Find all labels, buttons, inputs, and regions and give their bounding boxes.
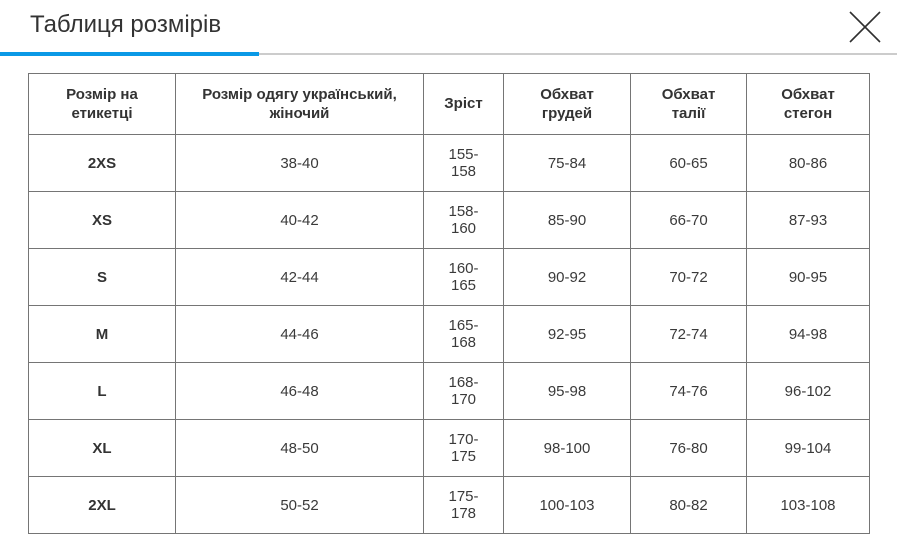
cell-waist: 76-80: [630, 419, 747, 477]
cell-waist: 74-76: [630, 362, 747, 420]
cell-height: 175- 178: [423, 476, 504, 534]
cell-chest: 95-98: [503, 362, 631, 420]
dialog-header: Таблиця розмірів: [0, 0, 897, 52]
cell-chest: 85-90: [503, 191, 631, 249]
table-row: XS 40-42 158- 160 85-90 66-70 87-93: [28, 191, 870, 249]
size-table-body: 2XS 38-40 155- 158 75-84 60-65 80-86 XS …: [28, 134, 870, 534]
table-row: 2XS 38-40 155- 158 75-84 60-65 80-86: [28, 134, 870, 192]
cell-ua-size: 50-52: [175, 476, 424, 534]
cell-ua-size: 46-48: [175, 362, 424, 420]
table-row: L 46-48 168- 170 95-98 74-76 96-102: [28, 362, 870, 420]
cell-chest: 75-84: [503, 134, 631, 192]
size-table-header: Розмір на етикетці Розмір одягу українсь…: [28, 73, 870, 135]
column-header-hips: Обхват стегон: [746, 73, 870, 135]
cell-ua-size: 44-46: [175, 305, 424, 363]
cell-waist: 72-74: [630, 305, 747, 363]
cell-hips: 99-104: [746, 419, 870, 477]
cell-height: 155- 158: [423, 134, 504, 192]
cell-size-label: XL: [28, 419, 176, 477]
cell-ua-size: 38-40: [175, 134, 424, 192]
dialog-title: Таблиця розмірів: [30, 11, 222, 38]
cell-height: 170- 175: [423, 419, 504, 477]
divider-gray-line: [0, 53, 897, 55]
header-divider: [0, 52, 897, 56]
column-header-height: Зріст: [423, 73, 504, 135]
close-icon: [848, 10, 884, 44]
cell-size-label: XS: [28, 191, 176, 249]
cell-chest: 90-92: [503, 248, 631, 306]
cell-chest: 98-100: [503, 419, 631, 477]
cell-size-label: S: [28, 248, 176, 306]
column-header-size-label: Розмір на етикетці: [28, 73, 176, 135]
cell-size-label: M: [28, 305, 176, 363]
divider-blue-accent: [0, 52, 259, 56]
column-header-chest: Обхват грудей: [503, 73, 631, 135]
table-row: 2XL 50-52 175- 178 100-103 80-82 103-108: [28, 476, 870, 534]
cell-size-label: L: [28, 362, 176, 420]
cell-size-label: 2XL: [28, 476, 176, 534]
cell-waist: 60-65: [630, 134, 747, 192]
cell-height: 168- 170: [423, 362, 504, 420]
cell-chest: 100-103: [503, 476, 631, 534]
cell-waist: 66-70: [630, 191, 747, 249]
cell-hips: 96-102: [746, 362, 870, 420]
cell-hips: 80-86: [746, 134, 870, 192]
table-row: XL 48-50 170- 175 98-100 76-80 99-104: [28, 419, 870, 477]
close-button[interactable]: [846, 7, 886, 47]
cell-height: 158- 160: [423, 191, 504, 249]
cell-hips: 90-95: [746, 248, 870, 306]
cell-ua-size: 48-50: [175, 419, 424, 477]
cell-height: 160- 165: [423, 248, 504, 306]
cell-height: 165- 168: [423, 305, 504, 363]
column-header-ua-size: Розмір одягу український, жіночий: [175, 73, 424, 135]
table-row: M 44-46 165- 168 92-95 72-74 94-98: [28, 305, 870, 363]
cell-waist: 70-72: [630, 248, 747, 306]
header-row: Розмір на етикетці Розмір одягу українсь…: [28, 73, 870, 135]
cell-hips: 94-98: [746, 305, 870, 363]
table-row: S 42-44 160- 165 90-92 70-72 90-95: [28, 248, 870, 306]
cell-chest: 92-95: [503, 305, 631, 363]
cell-size-label: 2XS: [28, 134, 176, 192]
cell-ua-size: 40-42: [175, 191, 424, 249]
cell-hips: 87-93: [746, 191, 870, 249]
cell-waist: 80-82: [630, 476, 747, 534]
cell-ua-size: 42-44: [175, 248, 424, 306]
cell-hips: 103-108: [746, 476, 870, 534]
column-header-waist: Обхват талії: [630, 73, 747, 135]
size-table: Розмір на етикетці Розмір одягу українсь…: [28, 73, 870, 534]
